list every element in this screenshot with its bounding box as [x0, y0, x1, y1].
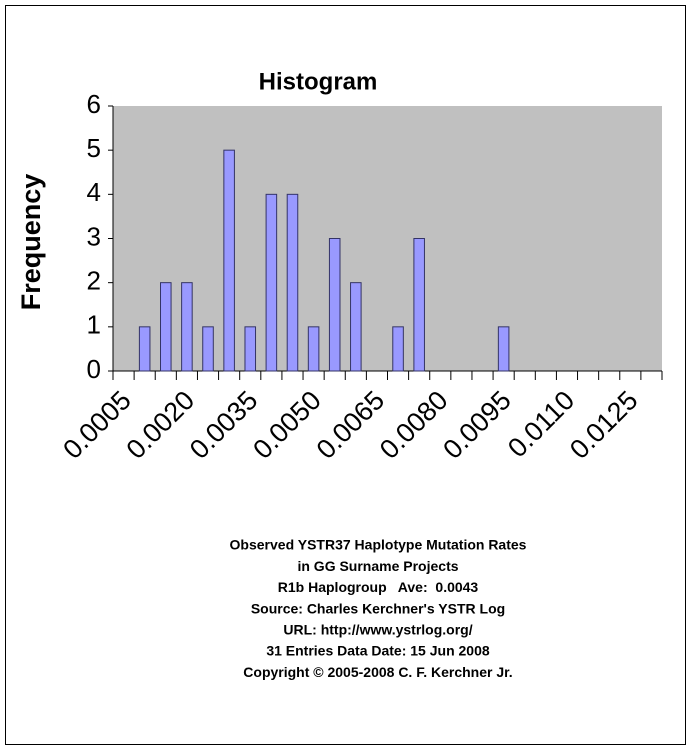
footnote: 31 Entries Data Date: 15 Jun 2008 — [266, 643, 490, 659]
plot-area — [113, 106, 662, 371]
bar — [286, 193, 299, 372]
footnote: Observed YSTR37 Haplotype Mutation Rates — [230, 537, 527, 553]
y-tick-label: 0 — [87, 354, 101, 384]
y-tick-label: 6 — [87, 89, 101, 119]
bar — [497, 326, 510, 372]
bar — [307, 326, 320, 372]
bar — [138, 326, 151, 372]
footnote: R1b Haplogroup Ave: 0.0043 — [278, 579, 479, 595]
bar — [244, 326, 257, 372]
bar — [413, 238, 425, 372]
bar — [350, 282, 362, 372]
bar — [202, 326, 214, 372]
y-tick-label: 2 — [87, 266, 101, 296]
footnote: Source: Charles Kerchner's YSTR Log — [251, 600, 505, 616]
footnote: in GG Surname Projects — [297, 558, 458, 574]
y-tick-label: 5 — [87, 133, 101, 163]
y-axis-label: Frequency — [16, 174, 46, 311]
footnote: URL: http://www.ystrlog.org/ — [283, 622, 472, 638]
bar — [265, 193, 278, 372]
bar — [160, 282, 172, 372]
y-tick-label: 1 — [87, 310, 101, 340]
bar — [223, 149, 235, 372]
y-tick-label: 4 — [87, 177, 101, 207]
footnote: Copyright © 2005-2008 C. F. Kerchner Jr. — [243, 664, 512, 680]
y-tick-label: 3 — [87, 221, 101, 251]
bar — [181, 282, 193, 372]
bar — [328, 238, 341, 372]
chart-title: Histogram — [259, 68, 378, 95]
bar — [392, 326, 404, 372]
